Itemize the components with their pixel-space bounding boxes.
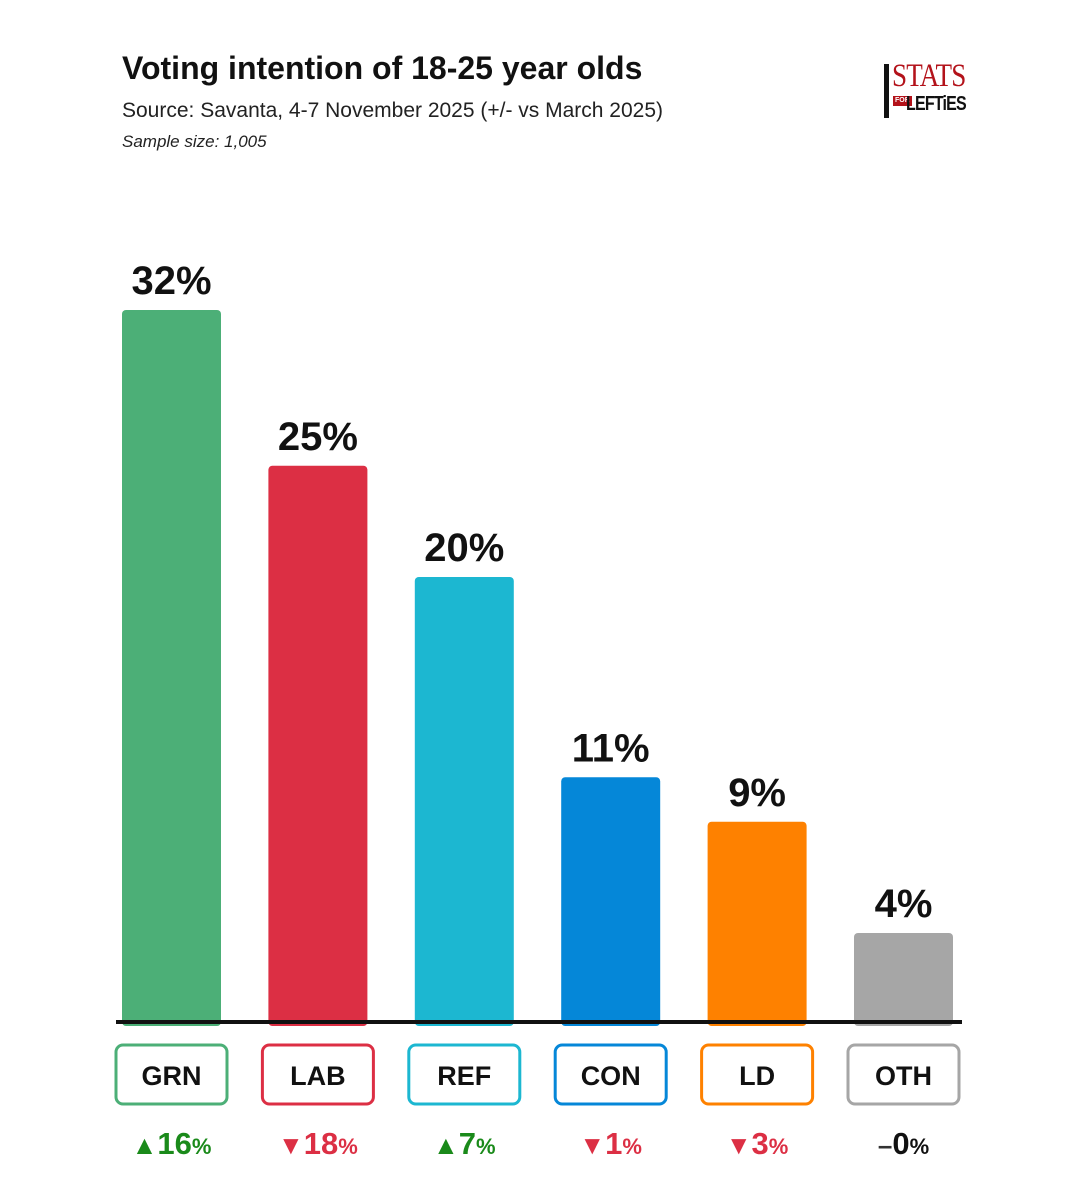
category-box-lab [260, 1043, 375, 1106]
change-label-con: ▼1% [579, 1126, 642, 1161]
logo-for-text: FOR [893, 96, 912, 106]
category-label-oth: OTH [875, 1061, 932, 1091]
category-box-oth [846, 1043, 961, 1106]
category-box-ref [407, 1043, 522, 1106]
value-label-lab: 25% [278, 415, 358, 459]
chart-subtitle: Source: Savanta, 4-7 November 2025 (+/- … [122, 99, 664, 122]
category-label-lab: LAB [290, 1061, 346, 1091]
value-label-ld: 9% [728, 771, 786, 815]
category-box-con [553, 1043, 668, 1106]
value-label-ref: 20% [424, 526, 504, 570]
bar-ld [707, 821, 807, 1026]
value-label-grn: 32% [131, 259, 211, 303]
bar-oth [854, 933, 953, 1026]
value-label-con: 11% [572, 726, 650, 770]
logo-stats-text: STATS [892, 58, 966, 94]
category-box-ld [700, 1043, 815, 1106]
stats-for-lefties-logo: STATS FOR LEFTiES [884, 60, 974, 122]
category-label-ref: REF [437, 1061, 491, 1091]
logo-lefties-text: LEFTiES [906, 93, 967, 115]
change-label-ref: ▲7% [433, 1126, 496, 1161]
change-label-grn: ▲16% [132, 1126, 212, 1161]
category-label-ld: LD [739, 1061, 775, 1091]
bar-con [561, 777, 661, 1026]
chart-title: Voting intention of 18-25 year olds [122, 50, 643, 86]
category-label-grn: GRN [142, 1061, 202, 1091]
category-label-con: CON [581, 1061, 641, 1091]
category-box-grn [114, 1043, 229, 1106]
change-label-lab: ▼18% [278, 1126, 358, 1161]
change-label-ld: ▼3% [726, 1126, 789, 1161]
bar-lab [268, 465, 368, 1026]
bar-ref [414, 577, 514, 1026]
change-label-oth: –0% [878, 1126, 929, 1161]
sample-size-note: Sample size: 1,005 [122, 132, 267, 151]
value-label-oth: 4% [875, 882, 933, 926]
logo-bar [884, 64, 889, 118]
bar-grn [122, 310, 221, 1026]
